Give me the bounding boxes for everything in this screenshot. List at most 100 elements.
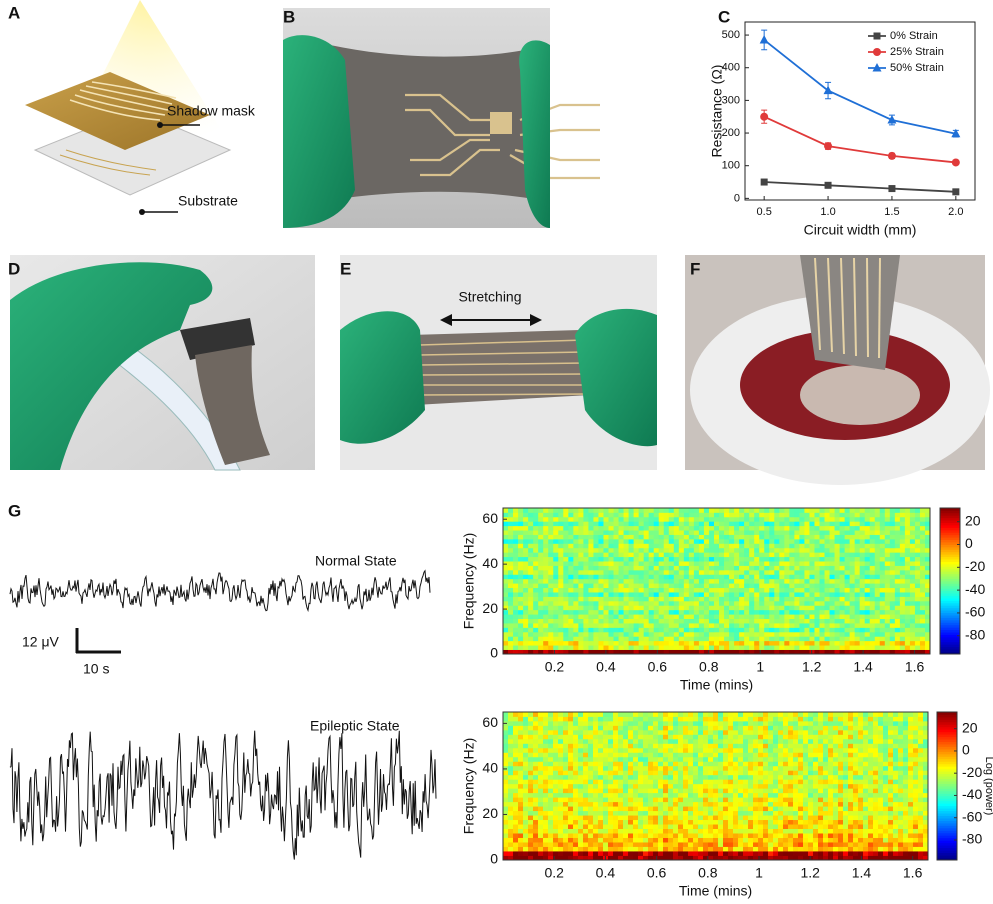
spectrogram-cell bbox=[804, 552, 809, 557]
spectrogram-cell bbox=[654, 614, 659, 619]
spectrogram-cell bbox=[714, 548, 719, 553]
spectrogram-cell bbox=[778, 820, 783, 825]
spectrogram-cell bbox=[885, 508, 890, 513]
spectrogram-cell bbox=[568, 770, 573, 775]
spectrogram-cell bbox=[598, 579, 603, 584]
spectrogram-cell bbox=[608, 838, 613, 843]
spectrogram-cell bbox=[855, 548, 860, 553]
spectrogram-cell bbox=[739, 641, 744, 646]
spectrogram-cell bbox=[629, 521, 634, 526]
spectrogram-cell bbox=[633, 824, 638, 829]
spectrogram-cell bbox=[798, 802, 803, 807]
spectrogram-cell bbox=[664, 557, 669, 562]
spectrogram-cell bbox=[753, 833, 758, 838]
spectrogram-cell bbox=[920, 627, 925, 632]
spectrogram-cell bbox=[754, 561, 759, 566]
spectrogram-cell bbox=[689, 614, 694, 619]
spectrogram-cell bbox=[794, 605, 799, 610]
spectrogram-cell bbox=[593, 570, 598, 575]
spectrogram-cell bbox=[819, 627, 824, 632]
spectrogram-cell bbox=[553, 820, 558, 825]
spectrogram-cell bbox=[503, 788, 508, 793]
spectrogram-cell bbox=[658, 838, 663, 843]
spectrogram-cell bbox=[513, 627, 518, 632]
spectrogram-cell bbox=[628, 802, 633, 807]
spectrogram-cell bbox=[503, 775, 508, 780]
spectrogram-cell bbox=[523, 526, 528, 531]
spectrogram-cell bbox=[788, 838, 793, 843]
spectrogram-cell bbox=[885, 526, 890, 531]
spectrogram-cell bbox=[558, 557, 563, 562]
spectrogram-cell bbox=[813, 811, 818, 816]
spectrogram-cell bbox=[789, 508, 794, 513]
spectrogram-cell bbox=[858, 797, 863, 802]
spectrogram-cell bbox=[583, 605, 588, 610]
spectrogram-cell bbox=[563, 793, 568, 798]
spectrogram-cell bbox=[903, 833, 908, 838]
spectrogram-cell bbox=[910, 610, 915, 615]
spectrogram-cell bbox=[508, 566, 513, 571]
spectrogram-cell bbox=[634, 588, 639, 593]
spectrogram-cell bbox=[699, 526, 704, 531]
spectrogram-cell bbox=[523, 851, 528, 856]
spectrogram-cell bbox=[658, 797, 663, 802]
spectrogram-cell bbox=[744, 614, 749, 619]
spectrogram-cell bbox=[799, 543, 804, 548]
spectrogram-cell bbox=[633, 829, 638, 834]
spectrogram-cell bbox=[683, 833, 688, 838]
spectrogram-cell bbox=[724, 619, 729, 624]
spectrogram-cell bbox=[558, 592, 563, 597]
spectrogram-cell bbox=[563, 851, 568, 856]
spectrogram-cell bbox=[633, 842, 638, 847]
spectrogram-cell bbox=[624, 570, 629, 575]
spectrogram-cell bbox=[624, 627, 629, 632]
spectrogram-cell bbox=[754, 592, 759, 597]
spectrogram-cell bbox=[628, 761, 633, 766]
spectrogram-cell bbox=[850, 583, 855, 588]
spectrogram-cell bbox=[639, 583, 644, 588]
spectrogram-cell bbox=[593, 623, 598, 628]
spectrogram-cell bbox=[739, 526, 744, 531]
spectrogram-cell bbox=[915, 574, 920, 579]
spectrogram-cell bbox=[903, 842, 908, 847]
spectrogram-cell bbox=[528, 757, 533, 762]
spectrogram-cell bbox=[638, 833, 643, 838]
spectrogram-cell bbox=[749, 539, 754, 544]
spectrogram-cell bbox=[918, 766, 923, 771]
spectrogram-cell bbox=[513, 824, 518, 829]
spectrogram-cell bbox=[633, 761, 638, 766]
spectrogram-cell bbox=[608, 539, 613, 544]
glove bbox=[283, 35, 355, 228]
spectrogram-cell bbox=[518, 842, 523, 847]
spectrogram-cell bbox=[733, 788, 738, 793]
spectrogram-cell bbox=[618, 851, 623, 856]
spectrogram-cell bbox=[703, 847, 708, 852]
spectrogram-cell bbox=[878, 829, 883, 834]
spectrogram-cell bbox=[918, 833, 923, 838]
spectrogram-cell bbox=[543, 627, 548, 632]
spectrogram-cell bbox=[709, 632, 714, 637]
spectrogram-cell bbox=[769, 583, 774, 588]
spectrogram-cell bbox=[674, 601, 679, 606]
spectrogram-cell bbox=[639, 574, 644, 579]
spectrogram-cell bbox=[664, 574, 669, 579]
spectrogram-cell bbox=[794, 574, 799, 579]
spectrogram-cell bbox=[870, 641, 875, 646]
spectrogram-cell bbox=[808, 847, 813, 852]
spectrogram-cell bbox=[714, 619, 719, 624]
spectrogram-cell bbox=[538, 574, 543, 579]
spectrogram-cell bbox=[629, 614, 634, 619]
spectrogram-cell bbox=[920, 543, 925, 548]
spectrogram-cell bbox=[694, 574, 699, 579]
spectrogram-cell bbox=[518, 508, 523, 513]
spectrogram-cell bbox=[693, 761, 698, 766]
spectrogram-cell bbox=[669, 535, 674, 540]
spectrogram-cell bbox=[850, 552, 855, 557]
spectrogram-cell bbox=[910, 526, 915, 531]
spectrogram-cell bbox=[713, 779, 718, 784]
spectrogram-cell bbox=[619, 574, 624, 579]
spectrogram-cell bbox=[830, 636, 835, 641]
spectrogram-cell bbox=[533, 851, 538, 856]
spectrogram-cell bbox=[654, 552, 659, 557]
spectrogram-cell bbox=[714, 574, 719, 579]
